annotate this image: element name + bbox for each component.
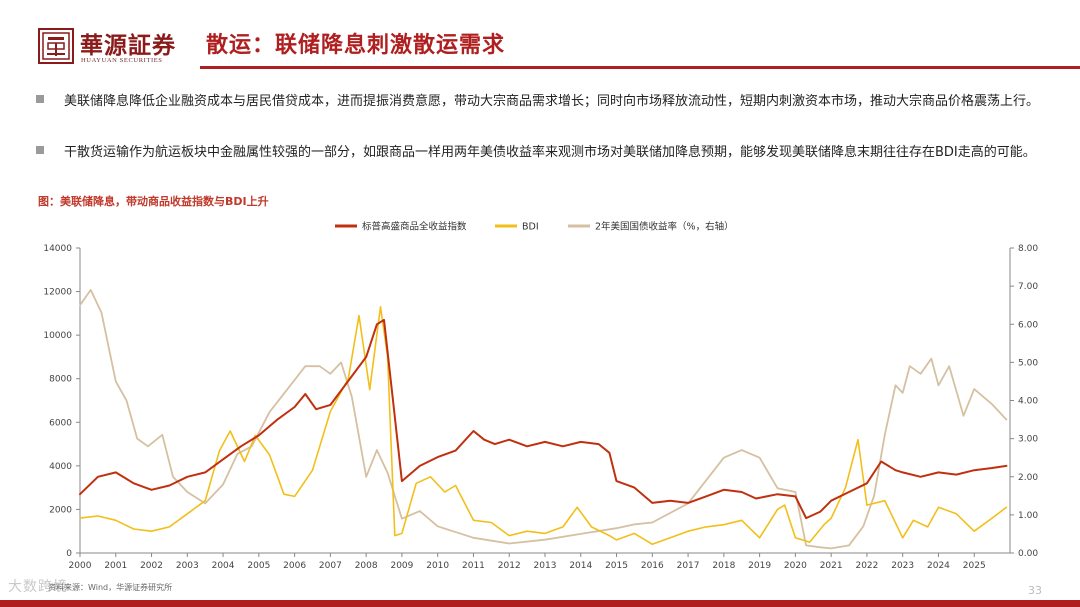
x-tick-label: 2003 bbox=[176, 561, 199, 571]
brand-subtitle: HUAYUAN SECURITIES bbox=[81, 57, 163, 64]
series-line-1 bbox=[79, 318, 1008, 520]
y-left-tick-label: 4000 bbox=[49, 462, 72, 472]
x-tick-label: 2010 bbox=[426, 561, 449, 571]
chart-axes: 0 2000 4000 6000 8000 10000 12000 14000 0.00 1.00… bbox=[43, 244, 1038, 571]
x-tick-label: 2007 bbox=[319, 561, 342, 571]
x-tick-label: 2023 bbox=[891, 561, 914, 571]
bullet-text-2: 干散货运输作为航运板块中金融属性较强的一部分，如跟商品一样用两年美债收益率来观测… bbox=[64, 145, 1036, 160]
legend-label-1: 标普高盛商品全收益指数 bbox=[362, 221, 467, 233]
y-right-tick-label: 3.00 bbox=[1018, 435, 1038, 445]
chart-legend: 标普高盛商品全收益指数 BDI 2年美国国债收益率（%，右轴） bbox=[335, 221, 734, 233]
y-right-tick-label: 7.00 bbox=[1018, 282, 1038, 292]
bullet-text-1: 美联储降息降低企业融资成本与居民借贷成本，进而提振消费意愿，带动大宗商品需求增长… bbox=[64, 94, 1040, 109]
y-left-tick-label: 8000 bbox=[49, 375, 72, 385]
y-left-tick-label: 14000 bbox=[43, 244, 72, 254]
y-left-tick-label: 2000 bbox=[49, 505, 72, 515]
y-left-tick-label: 12000 bbox=[43, 288, 72, 298]
x-tick-label: 2009 bbox=[390, 561, 413, 571]
watermark: 大数跨境 bbox=[8, 579, 68, 595]
x-tick-label: 2000 bbox=[69, 561, 92, 571]
y-right-tick-label: 4.00 bbox=[1018, 397, 1038, 407]
x-tick-label: 2019 bbox=[748, 561, 771, 571]
legend-label-2: BDI bbox=[522, 222, 539, 233]
x-tick-label: 2001 bbox=[104, 561, 127, 571]
chart-series bbox=[79, 289, 1008, 550]
x-tick-label: 2024 bbox=[927, 561, 950, 571]
y-right-tick-label: 6.00 bbox=[1018, 320, 1038, 330]
x-tick-label: 2012 bbox=[498, 561, 521, 571]
x-tick-label: 2006 bbox=[283, 561, 306, 571]
page-number: 33 bbox=[1028, 584, 1042, 597]
x-tick-label: 2020 bbox=[784, 561, 807, 571]
y-right-tick-label: 0.00 bbox=[1018, 549, 1038, 559]
y-right-tick-label: 5.00 bbox=[1018, 358, 1038, 368]
y-left-tick-label: 6000 bbox=[49, 418, 72, 428]
y-right-tick-label: 1.00 bbox=[1018, 511, 1038, 521]
y-right-tick-label: 8.00 bbox=[1018, 244, 1038, 254]
legend-label-3: 2年美国国债收益率（%，右轴） bbox=[595, 221, 734, 233]
brand-logo-icon bbox=[38, 28, 74, 64]
x-tick-label: 2022 bbox=[855, 561, 878, 571]
x-tick-label: 2025 bbox=[963, 561, 986, 571]
x-tick-label: 2013 bbox=[534, 561, 557, 571]
source-note: 资料来源：Wind，华源证券研究所 bbox=[48, 583, 173, 592]
series-line-3 bbox=[79, 289, 1008, 550]
x-tick-label: 2011 bbox=[462, 561, 485, 571]
page-title: 散运：联储降息刺激散运需求 bbox=[206, 33, 506, 58]
x-tick-label: 2015 bbox=[605, 561, 628, 571]
bullet-square-icon bbox=[36, 95, 44, 103]
y-right-tick-label: 2.00 bbox=[1018, 473, 1038, 483]
x-tick-label: 2004 bbox=[212, 561, 235, 571]
line-chart: 标普高盛商品全收益指数 BDI 2年美国国债收益率（%，右轴） 0 2000 4000 6… bbox=[43, 221, 1038, 572]
footer-bar bbox=[0, 600, 1080, 607]
header-divider bbox=[200, 66, 1080, 69]
bullet-square-icon bbox=[36, 146, 44, 154]
x-tick-label: 2008 bbox=[355, 561, 378, 571]
x-tick-label: 2002 bbox=[140, 561, 163, 571]
y-left-tick-label: 10000 bbox=[43, 331, 72, 341]
x-tick-label: 2016 bbox=[641, 561, 664, 571]
x-tick-label: 2017 bbox=[677, 561, 700, 571]
x-tick-label: 2005 bbox=[247, 561, 270, 571]
brand-name: 華源証券 bbox=[80, 32, 176, 59]
bullet-item-2: 干散货运输作为航运板块中金融属性较强的一部分，如跟商品一样用两年美债收益率来观测… bbox=[36, 141, 1046, 164]
x-tick-label: 2021 bbox=[820, 561, 843, 571]
series-line-2 bbox=[79, 306, 1008, 546]
bullet-item-1: 美联储降息降低企业融资成本与居民借贷成本，进而提振消费意愿，带动大宗商品需求增长… bbox=[36, 90, 1046, 113]
y-left-tick-label: 0 bbox=[66, 549, 72, 559]
x-tick-label: 2014 bbox=[569, 561, 592, 571]
figure-caption: 图：美联储降息，带动商品收益指数与BDI上升 bbox=[38, 195, 269, 208]
x-tick-label: 2018 bbox=[712, 561, 735, 571]
